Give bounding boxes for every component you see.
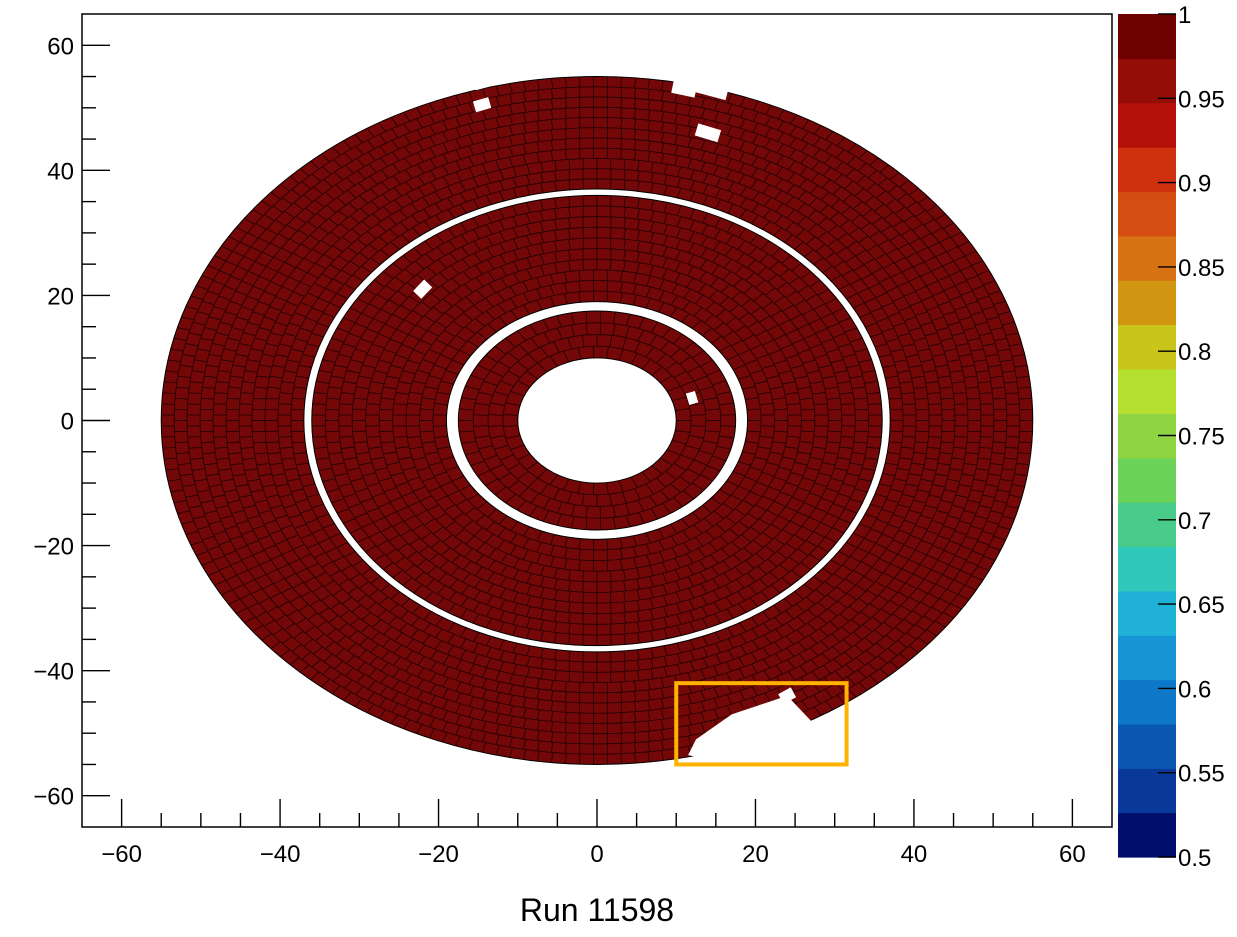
missing-cell [671,80,698,98]
missing-cell [413,279,433,299]
annotation-layer [674,681,849,767]
colorbar-bin [1118,102,1176,148]
colorbar-bin [1118,58,1176,104]
colorbar-tick-label: 1 [1178,2,1191,29]
highlight-box [674,681,849,767]
colorbar-tick-label: 0.7 [1178,508,1211,535]
missing-region [688,695,835,765]
colorbar-bin [1118,191,1176,237]
colorbar-bin [1118,324,1176,370]
colorbar-bin [1118,768,1176,814]
y-tick-label: −40 [33,659,74,686]
colorbar-bin [1118,14,1176,59]
colorbar-bin [1118,147,1176,193]
y-tick-label: 60 [47,33,74,60]
detector-ring-inner [457,310,737,531]
detector-map [160,75,1034,765]
colorbar: 1 0.95 0.9 0.85 0.8 0.75 0.7 0.65 0.6 0.55 0.5 [1118,2,1225,872]
x-tick-label: 40 [901,841,928,868]
x-tick-label: 20 [742,841,769,868]
missing-cell [685,390,699,406]
colorbar-bin [1118,546,1176,592]
cell-grid [161,76,1033,765]
tick-marks [82,44,1074,827]
colorbar-bin [1118,235,1176,281]
axes: −60 −40 −20 0 20 40 60 60 40 20 0 −20 −40 −60 [33,33,1085,868]
missing-cell [473,75,492,91]
y-tick-label: 20 [47,283,74,310]
colorbar-bin [1118,457,1176,503]
colorbar-tick-label: 0.55 [1178,761,1225,788]
missing-cell [472,97,492,113]
x-tick-label: 60 [1059,841,1086,868]
y-tick-label: −20 [33,534,74,561]
colorbar-bin [1118,590,1176,636]
detector-ring-outer [160,76,1034,765]
colorbar-tick-label: 0.6 [1178,676,1211,703]
cell-separators [458,311,736,530]
colorbar-tick-label: 0.65 [1178,592,1225,619]
colorbar-tick-label: 0.75 [1178,424,1225,451]
colorbar-bin [1118,280,1176,326]
cell-grid [311,195,883,646]
colorbar-bin [1118,368,1176,414]
detector-ring-middle [311,194,883,647]
colorbar-bin [1118,812,1176,858]
x-tick-label: −60 [101,841,142,868]
colorbar-tick-label: 0.85 [1178,255,1225,282]
colorbar-bin [1118,635,1176,681]
missing-cell [694,123,722,143]
x-tick-label: 0 [590,841,603,868]
colorbar-bin [1118,502,1176,548]
cell-separators [311,195,883,646]
colorbar-tick-label: 0.95 [1178,86,1225,113]
x-tick-label: −20 [418,841,459,868]
colorbar-tick-label: 0.8 [1178,339,1211,366]
colorbar-bin [1118,679,1176,725]
x-tick-label: −40 [260,841,301,868]
colorbar-tick-label: 0.9 [1178,171,1211,198]
y-tick-label: 0 [61,409,74,436]
cell-grid [458,311,736,530]
y-tick-label: 40 [47,158,74,185]
missing-cell [687,77,729,101]
colorbar-tick-label: 0.5 [1178,845,1211,872]
y-tick-label: −60 [33,784,74,811]
run-label: Run 11598 [520,892,674,928]
colorbar-bin [1118,723,1176,769]
